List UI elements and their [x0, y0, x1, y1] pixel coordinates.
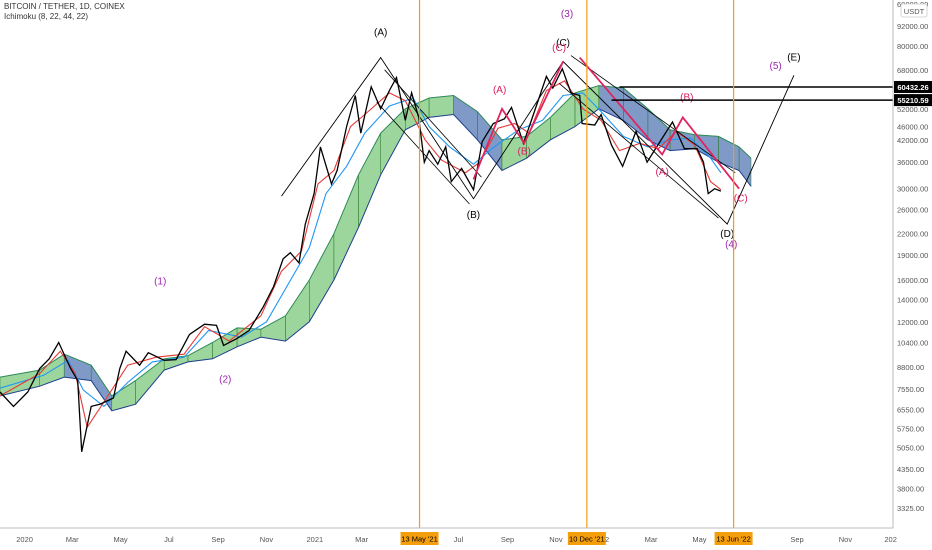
cloud-segment [428, 95, 454, 118]
wave-label-purple: (2) [219, 374, 231, 385]
btc-price-line [0, 67, 722, 452]
x-tick-label: Jul [164, 535, 174, 544]
cloud-segment [63, 353, 92, 381]
y-tick-label: 6550.00 [897, 406, 924, 415]
y-tick-label: 14000.00 [897, 295, 928, 304]
price-tag-box [894, 94, 932, 107]
x-tick-label: 2020 [16, 535, 33, 544]
date-tag-label: 13 May '21 [401, 535, 437, 544]
indicator-legend[interactable]: Ichimoku (8, 22, 44, 22) [4, 12, 89, 21]
wave-label-pink: (B) [518, 146, 531, 157]
x-tick-label: Mar [645, 535, 658, 544]
y-tick-label: 22000.00 [897, 230, 928, 239]
y-tick-label: 68000.00 [897, 66, 928, 75]
kijun-line [0, 92, 722, 408]
x-tick-label: May [692, 535, 706, 544]
x-tick-label: Mar [355, 535, 368, 544]
cloud-segment [309, 233, 335, 323]
currency-tag-box [900, 3, 928, 18]
y-tick-label: 42000.00 [897, 136, 928, 145]
channel-line [570, 55, 736, 174]
indicator-lines [0, 80, 722, 429]
y-tick-label: 16000.00 [897, 276, 928, 285]
cloud-segment [358, 132, 381, 228]
y-tick-label: 3325.00 [897, 504, 924, 513]
x-tick-label: Sep [501, 535, 514, 544]
ichimoku-cloud [0, 85, 752, 412]
x-tick-label: Jul [454, 535, 464, 544]
wave-label-purple: (4) [725, 240, 737, 251]
channel-line [376, 101, 470, 205]
wave-line-black [281, 56, 795, 225]
channel-line [558, 82, 719, 219]
date-tag-box [714, 532, 753, 545]
currency-tag-text: USDT [904, 7, 925, 16]
price-tag-box [894, 80, 932, 93]
senkou-b-line [0, 108, 752, 412]
x-tick-label: 2021 [307, 535, 324, 544]
y-tick-label: 46000.00 [897, 123, 928, 132]
x-tick-label: Nov [839, 535, 853, 544]
x-tick-label: May [113, 535, 127, 544]
y-tick-label: 52000.00 [897, 105, 928, 114]
x-tick-label: Sep [211, 535, 224, 544]
y-tick-label: 3800.00 [897, 485, 924, 494]
y-tick-label: 92000.00 [897, 22, 928, 31]
y-tick-label: 5050.00 [897, 443, 924, 452]
date-tag-box [567, 532, 606, 545]
cloud-segment [333, 174, 359, 281]
wave-label-pink: (C) [734, 193, 748, 204]
vertical-markers [418, 0, 735, 528]
price-tag-label: 60432.26 [897, 83, 928, 92]
cloud-segment [380, 108, 406, 175]
date-tag-box [400, 532, 439, 545]
y-tick-label: 4350.00 [897, 465, 924, 474]
price-tag-label: 55210.59 [897, 96, 928, 105]
y-tick-label: 12000.00 [897, 318, 928, 327]
y-tick-label: 36000.00 [897, 158, 928, 167]
y-tick-label: 80000.00 [897, 42, 928, 51]
y-tick-label: 5750.00 [897, 425, 924, 434]
x-tick-label: Sep [790, 535, 803, 544]
wave-label-black: (A) [374, 28, 387, 39]
wave-line-pink [579, 57, 740, 190]
wave-label-purple: (5) [770, 61, 782, 72]
currency-tag: USDT [900, 3, 928, 18]
wave-label-pink: (A) [656, 167, 669, 178]
wave-label-black: (E) [787, 53, 800, 64]
x-tick-label: 202 [884, 535, 897, 544]
wave-label-purple: (1) [154, 277, 166, 288]
y-tick-label: 26000.00 [897, 205, 928, 214]
wave-annotations: (A) (B) (C) (D) (E) (A) (B) (C) (A) (B) (C) (1) (2) (… [154, 9, 893, 385]
date-tag-label: 10 Dec '21 [569, 535, 605, 544]
wave-label-black: (B) [467, 210, 480, 221]
wave-label-pink: (A) [493, 85, 506, 96]
senkou-a-line [0, 85, 752, 397]
x-tick-label: Nov [260, 535, 274, 544]
price-line [0, 67, 722, 452]
wave-label-pink: (C) [552, 43, 566, 54]
y-tick-label: 30000.00 [897, 185, 928, 194]
date-tag-label: 13 Jun '22 [716, 535, 750, 544]
y-tick-label: 19000.00 [897, 251, 928, 260]
wave-label-purple: (3) [561, 9, 573, 20]
x-tick-label: Nov [549, 535, 563, 544]
y-tick-label: 7550.00 [897, 385, 924, 394]
tenkan-line [0, 80, 722, 429]
wave-label-black: (C) [556, 38, 570, 49]
x-tick-label: Mar [66, 535, 79, 544]
symbol-title[interactable]: BITCOIN / TETHER, 1D, COINEX [4, 2, 125, 11]
wave-line-pink [472, 61, 564, 180]
wave-label-black: (D) [720, 229, 734, 240]
wave-label-pink: (B) [680, 93, 693, 104]
y-tick-label: 8800.00 [897, 363, 924, 372]
y-tick-label: 10400.00 [897, 339, 928, 348]
